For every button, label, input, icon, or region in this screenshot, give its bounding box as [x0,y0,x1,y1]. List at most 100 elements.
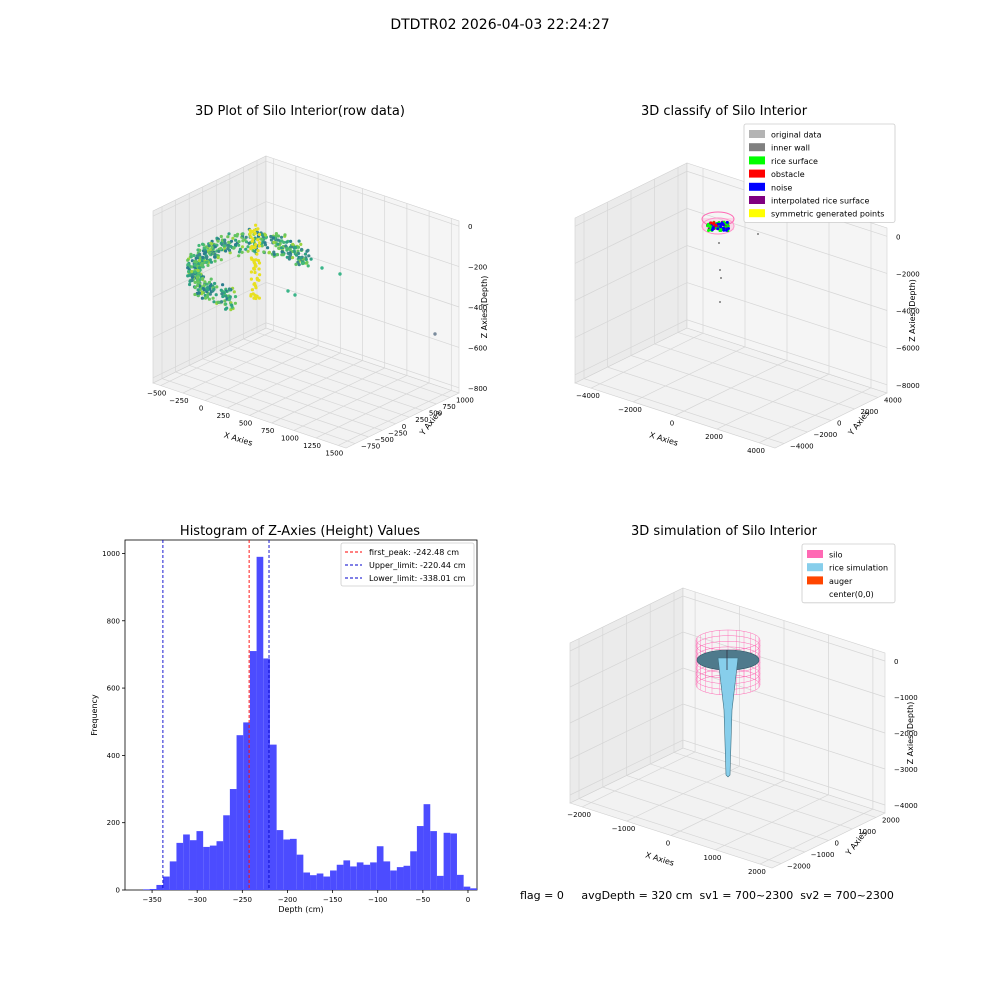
p4-x-tick-label: 0 [666,840,670,848]
p1-scatter-point [290,245,294,249]
p1-x-gridline [338,218,452,446]
p1-y-tick-label: 250 [415,416,428,424]
p1-scatter-point [303,252,308,256]
p1-scatter-point [284,244,288,248]
p1-scatter-point [196,275,200,279]
p1-scatter-point [285,248,289,252]
p2-z-gridline [574,282,888,348]
p3-histogram-bar [283,839,290,890]
p2-z-tick-label: −8000 [896,382,920,390]
p1-scatter-point [306,264,310,268]
p3-histogram-bar [163,876,170,890]
p2-legend-swatch [749,130,765,138]
p1-scatter-point [266,246,270,250]
p4-z-gridline [569,739,886,806]
p3-x-tick-label: −100 [368,896,387,904]
p1-y-tick-label: 1000 [456,396,474,404]
p1-scatter-point [193,286,197,290]
p2-y-tick-label: 0 [837,420,841,428]
p4-legend-swatch [807,589,823,598]
p3-histogram-bar [470,888,477,890]
p1-y-tick-label: −250 [388,429,407,437]
p3-histogram-bar [336,864,344,890]
p4-x-gridline [715,634,829,851]
p1-x-gridline [271,196,386,424]
p1-x-tick-label: 750 [261,427,274,435]
p1-scatter-point [232,290,236,294]
p2-x-tick-label: 2000 [705,433,723,441]
p3-histogram-bar [143,889,150,890]
p1-scatter-point [213,259,217,263]
p2-x-gridline [632,181,746,403]
p1-scatter-point [226,235,230,239]
p1-z-tick-label: −200 [468,264,487,272]
p1-scatter-point [255,252,259,256]
p3-histogram-bar [410,851,417,890]
p1-scatter-point [276,238,280,242]
p1-scatter-point [249,270,253,274]
p1-scatter-point [186,263,190,267]
p1-scatter-point [215,285,219,289]
p1-scatter-point [252,296,256,300]
p3-histogram-bar [316,873,324,890]
p2-y-gridline [630,190,832,421]
p4-z-gridline [569,631,886,698]
p1-scatter-point [233,234,237,238]
p1-scatter-point [260,244,264,248]
p3-x-tick-label: −250 [233,896,252,904]
p1-scatter-point [204,260,209,264]
p2-classified-point [727,227,730,230]
p2-z-gridline [574,208,888,274]
p2-x-tick-label: −2000 [618,406,642,414]
p2-y-gridline [607,202,808,433]
p1-scatter-point [206,288,210,292]
p2-noise-point [720,277,722,279]
p3-x-tick-label: −350 [142,896,161,904]
p2-y-gridline [677,167,879,398]
p1-scatter-point [190,278,194,283]
p3-histogram-bar [370,862,377,890]
p3-histogram-bar [249,651,257,890]
p1-scatter-point [260,237,264,241]
panel1-title: 3D Plot of Silo Interior(row data) [195,104,405,119]
p1-scatter-point [283,233,287,237]
p1-x-gridline [249,188,363,416]
p4-legend-swatch [807,550,823,558]
p1-scatter-point [253,264,257,268]
p3-histogram-bar [396,867,404,890]
p1-scatter-point [188,282,192,287]
p3-histogram-bar [216,841,224,890]
p1-scatter-point [256,249,260,253]
p4-y-tick-label: 1000 [858,828,876,836]
p1-scatter-point [280,250,284,254]
p2-classified-point [720,221,724,225]
p1-z-gridline [152,322,460,389]
p4-legend-label: center(0,0) [829,590,874,599]
p1-y-gridline [188,193,383,431]
p2-z-tick-label: −2000 [896,270,920,278]
p1-scatter-point [201,255,205,260]
p1-scatter-point [217,249,221,253]
p1-scatter-point [237,240,241,244]
p1-scatter-point [256,227,260,231]
p1-scatter-point [309,257,313,261]
p3-x-axis-label: Depth (cm) [278,905,323,914]
p1-scatter-point [223,299,227,303]
p1-scatter-point [253,249,257,253]
p2-x-axis-label: X Axies [648,430,679,447]
p1-scatter-point [252,282,256,286]
p3-histogram-bar [289,838,297,890]
p1-scatter-point [224,302,228,306]
p1-scatter-point [196,269,200,273]
p1-y-gridline [175,200,369,438]
p1-scatter-point [241,239,245,243]
p1-scatter-point [294,253,299,257]
p4-y-gridline [673,592,877,818]
p4-legend-label: silo [829,551,843,560]
p1-scatter-point [254,243,258,247]
figure-suptitle: DTDTR02 2026-04-03 22:24:27 [390,17,610,33]
p3-y-tick-label: 1000 [102,550,120,558]
p1-scatter-point [276,242,280,246]
p3-histogram-bar [229,789,237,890]
p3-legend-label: Upper_limit: -220.44 cm [369,561,466,570]
